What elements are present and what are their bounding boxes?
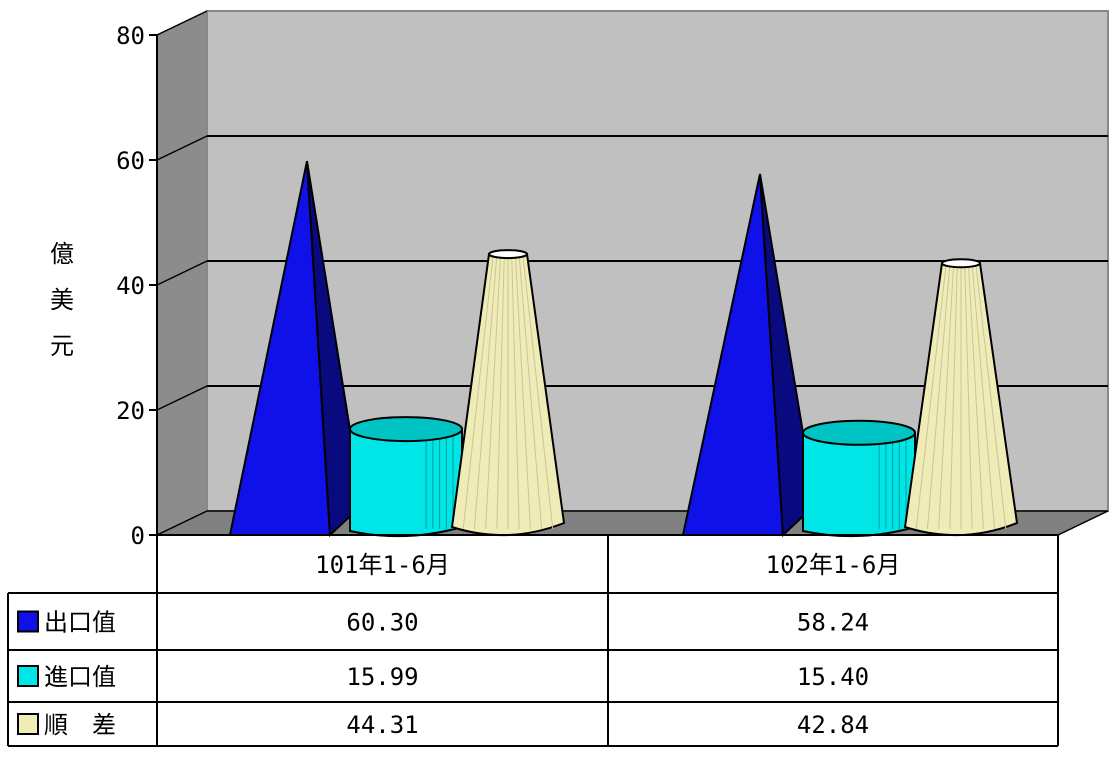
y-axis-title-char: 元: [50, 332, 74, 360]
gridline-depth: [156, 135, 208, 161]
data-value: 42.84: [797, 711, 869, 739]
y-tick-label: 0: [131, 522, 145, 550]
gridline-depth: [156, 10, 208, 36]
legend-swatch: [17, 610, 39, 633]
legend-label: 順 差: [44, 711, 116, 739]
category-label: 101年1-6月: [315, 551, 450, 579]
bar-import: [349, 428, 463, 538]
bar-import-top: [349, 416, 463, 443]
data-value: 58.24: [797, 609, 869, 637]
y-tick-label: 80: [116, 22, 145, 50]
legend-swatch: [17, 713, 39, 735]
bar-export-side: [306, 160, 364, 538]
category-label: 102年1-6月: [766, 551, 901, 579]
data-value: 44.31: [346, 711, 418, 739]
legend-label: 出口值: [44, 609, 116, 637]
bar-import: [802, 431, 916, 538]
data-value: 15.99: [346, 663, 418, 691]
chart-marks: [228, 160, 1019, 538]
y-tick-label: 20: [116, 397, 145, 425]
y-axis: 0 20 40 60 80: [116, 22, 158, 550]
legend-label: 進口值: [44, 663, 116, 691]
legend-swatch: [17, 665, 39, 687]
bar-surplus-top: [941, 258, 981, 269]
bar-export-side: [759, 173, 817, 538]
gridline-depth: [156, 260, 208, 286]
y-axis-title: 億美元: [50, 240, 74, 360]
y-axis-title-char: 美: [50, 286, 74, 314]
bar-surplus-top: [488, 249, 528, 260]
y-tick-label: 40: [116, 272, 145, 300]
gridline-depth: [156, 385, 208, 411]
y-tick-label: 60: [116, 147, 145, 175]
y-axis-title-char: 億: [50, 240, 74, 268]
data-value: 15.40: [797, 663, 869, 691]
bar-import-top: [802, 419, 916, 446]
data-value: 60.30: [346, 609, 418, 637]
